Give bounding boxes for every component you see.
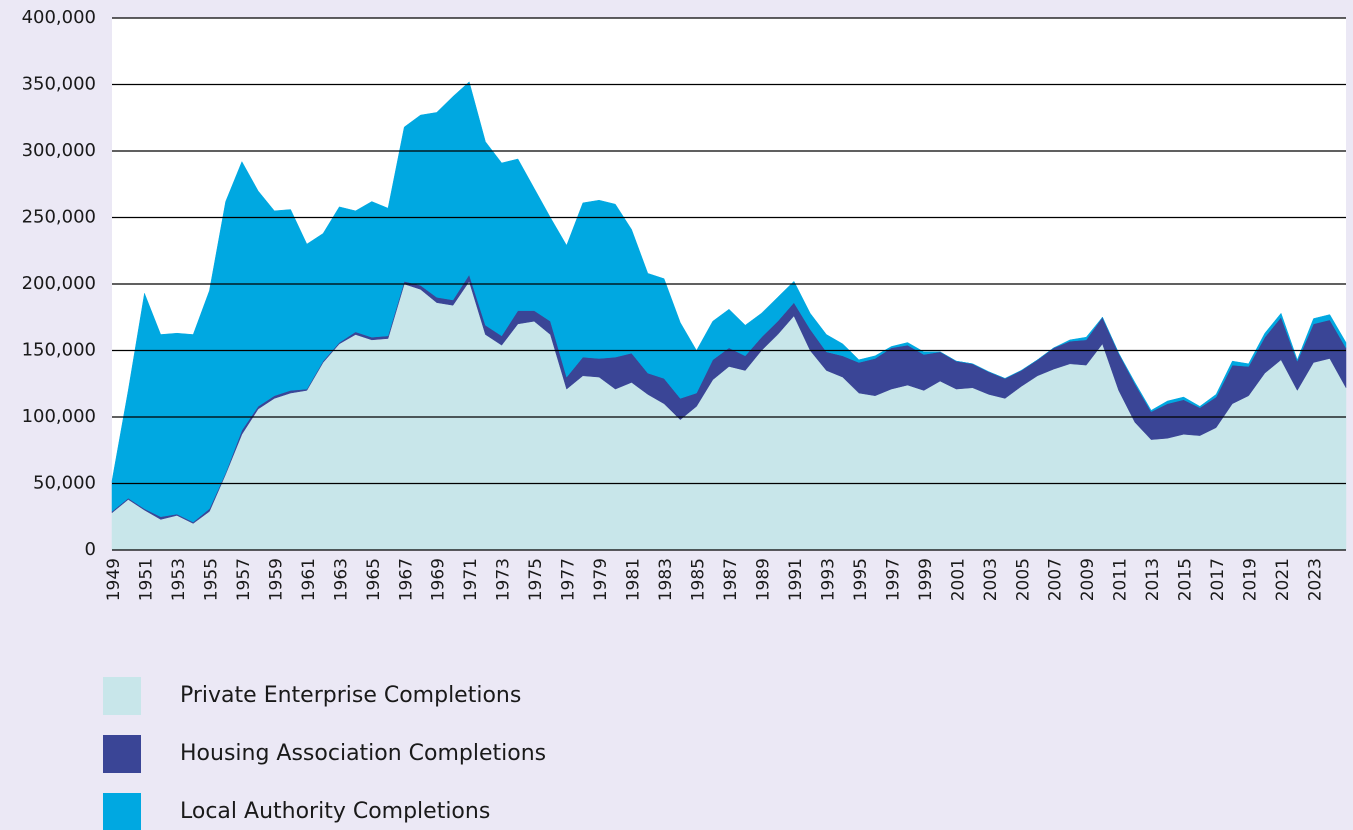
x-tick-label: 1963 <box>331 558 351 601</box>
y-tick-label: 0 <box>85 539 96 560</box>
x-tick-label: 1989 <box>753 558 773 601</box>
y-tick-label: 300,000 <box>22 140 96 161</box>
x-tick-label: 1987 <box>721 558 741 601</box>
x-tick-label: 1975 <box>526 558 546 601</box>
y-tick-label: 200,000 <box>22 273 96 294</box>
x-tick-label: 1991 <box>786 558 806 601</box>
x-tick-label: 1961 <box>299 558 319 601</box>
x-tick-label: 2015 <box>1176 558 1196 601</box>
x-tick-label: 2019 <box>1241 558 1261 601</box>
x-tick-label: 2021 <box>1273 558 1293 601</box>
legend-label: Housing Association Completions <box>180 741 546 766</box>
x-tick-label: 1983 <box>656 558 676 601</box>
x-tick-label: 1997 <box>883 558 903 601</box>
x-tick-label: 2017 <box>1208 558 1228 601</box>
y-tick-label: 100,000 <box>22 406 96 427</box>
x-tick-label: 2005 <box>1013 558 1033 601</box>
legend-label: Local Authority Completions <box>180 799 490 824</box>
y-tick-label: 50,000 <box>33 473 96 494</box>
x-tick-label: 1965 <box>364 558 384 601</box>
legend-swatch <box>103 677 141 715</box>
legend-swatch <box>103 793 141 830</box>
x-tick-label: 1959 <box>266 558 286 601</box>
x-tick-label: 2001 <box>948 558 968 601</box>
y-tick-label: 400,000 <box>22 7 96 28</box>
x-tick-label: 2013 <box>1143 558 1163 601</box>
x-tick-label: 1973 <box>494 558 514 601</box>
y-tick-label: 350,000 <box>22 74 96 95</box>
x-tick-label: 2003 <box>981 558 1001 601</box>
x-tick-label: 2011 <box>1111 558 1131 601</box>
x-tick-label: 1993 <box>818 558 838 601</box>
x-tick-label: 1955 <box>201 558 221 601</box>
x-tick-label: 2023 <box>1306 558 1326 601</box>
x-tick-label: 1967 <box>396 558 416 601</box>
y-tick-label: 150,000 <box>22 340 96 361</box>
x-tick-label: 1953 <box>169 558 189 601</box>
legend-label: Private Enterprise Completions <box>180 683 521 708</box>
x-tick-label: 1969 <box>429 558 449 601</box>
x-tick-label: 1977 <box>559 558 579 601</box>
x-tick-label: 1949 <box>104 558 124 601</box>
x-tick-label: 2007 <box>1046 558 1066 601</box>
x-tick-label: 1981 <box>624 558 644 601</box>
x-tick-label: 1979 <box>591 558 611 601</box>
x-tick-label: 1999 <box>916 558 936 601</box>
legend-swatch <box>103 735 141 773</box>
area <box>111 81 1347 523</box>
x-tick-label: 2009 <box>1078 558 1098 601</box>
x-tick-label: 1951 <box>136 558 156 601</box>
x-tick-label: 1971 <box>461 558 481 601</box>
x-tick-label: 1995 <box>851 558 871 601</box>
x-tick-label: 1985 <box>689 558 709 601</box>
x-tick-label: 1957 <box>234 558 254 601</box>
y-tick-label: 250,000 <box>22 207 96 228</box>
